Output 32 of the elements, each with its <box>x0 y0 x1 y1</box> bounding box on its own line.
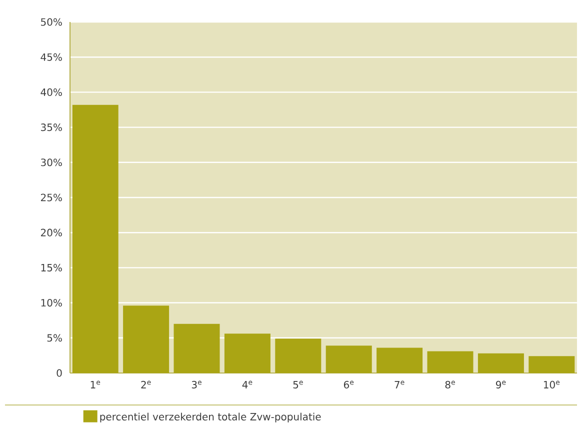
y-tick-label: 10% <box>41 298 62 307</box>
x-tick-label: 2$^{e}$ <box>141 380 151 388</box>
x-tick-label: 4$^{e}$ <box>242 380 252 388</box>
x-tick-label: 10$^{e}$ <box>544 380 560 388</box>
x-tick-label: 8$^{e}$ <box>445 380 455 388</box>
bar <box>123 306 170 373</box>
bar <box>72 104 118 373</box>
bar <box>376 348 423 373</box>
x-tick-label: 9$^{e}$ <box>496 380 506 388</box>
bar <box>528 356 575 373</box>
x-tick-label: 3$^{e}$ <box>192 380 202 388</box>
y-tick-label: 20% <box>40 228 62 236</box>
x-tick-label: 6$^{e}$ <box>344 380 354 388</box>
y-tick-label: 0 <box>56 369 62 377</box>
x-tick-label: 7$^{e}$ <box>394 380 404 388</box>
bar <box>326 346 372 373</box>
y-tick-label: 40% <box>40 88 62 96</box>
y-tick-label: 25% <box>40 194 62 202</box>
y-tick-label: 30% <box>41 158 62 166</box>
y-tick-label: 50% <box>41 18 62 26</box>
x-tick-label: 1$^{e}$ <box>90 380 100 388</box>
y-tick-label: 45% <box>40 53 62 61</box>
bar <box>427 351 474 373</box>
bar <box>275 338 322 373</box>
y-tick-label: 15% <box>41 264 62 272</box>
y-tick-label: 5% <box>47 334 62 342</box>
x-tick-label: 5$^{e}$ <box>293 380 303 388</box>
legend-label: percentiel verzekerden totale Zvw-populatie <box>100 412 321 422</box>
y-tick-label: 35% <box>41 123 62 132</box>
bar <box>478 353 524 373</box>
bar <box>224 334 270 373</box>
bar <box>174 324 220 373</box>
